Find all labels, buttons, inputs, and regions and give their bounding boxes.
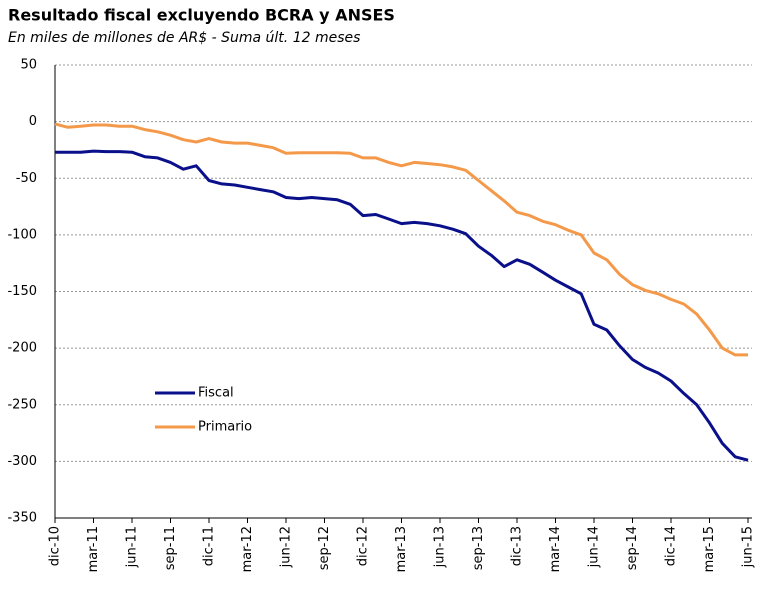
line-series — [55, 149, 749, 462]
line-series — [54, 122, 748, 357]
y-tick-label: -100 — [7, 227, 37, 242]
x-tick-label: sep-12 — [317, 526, 332, 570]
y-tick-label: -250 — [7, 397, 37, 412]
y-tick-label: -50 — [16, 171, 37, 186]
x-tick-label: sep-14 — [625, 526, 640, 570]
x-tick-label: dic-12 — [356, 526, 371, 566]
x-tick-label: jun-11 — [125, 526, 140, 568]
x-tick-label: sep-11 — [163, 526, 178, 570]
y-tick-label: -200 — [7, 341, 37, 356]
x-tick-label: jun-14 — [587, 526, 602, 568]
x-tick-label: dic-10 — [48, 526, 63, 566]
y-tick-label: 0 — [29, 114, 37, 129]
x-tick-label: mar-15 — [702, 526, 717, 572]
x-tick-label: mar-13 — [394, 526, 409, 572]
y-tick-label: 50 — [20, 58, 37, 73]
y-tick-label: -300 — [7, 454, 37, 469]
x-tick-label: jun-12 — [279, 526, 294, 568]
x-tick-label: jun-13 — [433, 526, 448, 568]
x-tick-label: dic-13 — [510, 526, 525, 566]
x-tick-label: mar-14 — [548, 526, 563, 572]
chart-subtitle: En miles de millones de AR$ - Suma últ. … — [8, 30, 360, 46]
x-tick-label: dic-14 — [664, 526, 679, 566]
x-tick-label: sep-13 — [471, 526, 486, 570]
y-tick-label: -150 — [7, 284, 37, 299]
legend-label: Primario — [198, 420, 252, 435]
chart-title: Resultado fiscal excluyendo BCRA y ANSES — [8, 6, 395, 25]
y-tick-label: -350 — [7, 511, 37, 526]
x-tick-label: dic-11 — [202, 526, 217, 566]
x-tick-label: mar-12 — [240, 526, 255, 572]
legend-label: Fiscal — [198, 386, 234, 401]
x-tick-label: mar-11 — [86, 526, 101, 572]
x-tick-label: jun-15 — [741, 526, 756, 568]
